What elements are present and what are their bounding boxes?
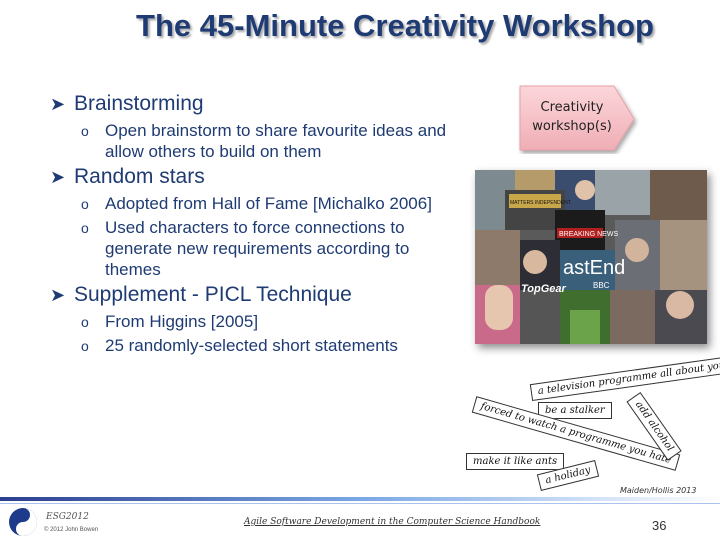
footer-title: Agile Software Development in the Comput… xyxy=(244,517,541,527)
bullet-label: Supplement - PICL Technique xyxy=(74,283,352,306)
statement-strip: be a stalker xyxy=(538,402,612,419)
sub-bullet: o Used characters to force connections t… xyxy=(81,217,450,280)
conference-label: ESG2012 xyxy=(46,512,89,522)
slide-title: The 45-Minute Creativity Workshop xyxy=(136,8,654,43)
circle-bullet-icon: o xyxy=(81,314,89,330)
collage-picture: BREAKING NEWS astEnd TopGear BBC MATTERS… xyxy=(475,170,707,344)
sub-bullet-text: Used characters to force connections to … xyxy=(105,218,410,279)
sub-bullet-text: Open brainstorm to share favourite ideas… xyxy=(105,121,447,161)
sub-bullet: o Open brainstorm to share favourite ide… xyxy=(81,120,450,162)
circle-bullet-icon: o xyxy=(81,338,89,354)
bullet-supplement: ➤ Supplement - PICL Technique xyxy=(50,283,450,307)
copyright-text: © 2012 John Bowen xyxy=(44,527,99,533)
bullet-brainstorming: ➤ Brainstorming xyxy=(50,92,450,116)
page-number: 36 xyxy=(652,518,667,533)
circle-bullet-icon: o xyxy=(81,196,89,212)
bullet-label: Random stars xyxy=(74,165,205,188)
arrow-bullet-icon: ➤ xyxy=(50,94,66,114)
callout-line-2: workshop(s) xyxy=(532,119,612,134)
arrow-bullet-icon: ➤ xyxy=(50,167,66,187)
circle-bullet-icon: o xyxy=(81,123,89,139)
statement-strip: a television programme all about you xyxy=(529,355,720,402)
eastenders-text: astEnd xyxy=(563,257,625,279)
pentagon-arrow-shape xyxy=(519,85,635,151)
bbc-text: BBC xyxy=(593,281,610,290)
breaking-news-text: BREAKING NEWS xyxy=(559,231,618,238)
sub-bullet-text: From Higgins [2005] xyxy=(105,312,259,331)
bullet-list: ➤ Brainstorming o Open brainstorm to sha… xyxy=(50,92,450,359)
arrow-bullet-icon: ➤ xyxy=(50,285,66,305)
sub-bullet-text: Adopted from Hall of Fame [Michalko 2006… xyxy=(105,194,432,213)
callout-line-1: Creativity xyxy=(540,100,604,115)
bullet-random-stars: ➤ Random stars xyxy=(50,165,450,189)
sub-bullet-text: 25 randomly-selected short statements xyxy=(105,336,398,355)
creativity-workshop-callout: Creativity workshop(s) xyxy=(518,84,640,154)
topgear-text: TopGear xyxy=(521,283,567,295)
statement-strip: make it like ants xyxy=(466,453,565,470)
callout-text: Creativity workshop(s) xyxy=(518,98,626,136)
footer-divider xyxy=(0,497,720,501)
sub-bullet: o From Higgins [2005] xyxy=(81,311,450,332)
image-credit: Maiden/Hollis 2013 xyxy=(620,486,697,495)
circle-bullet-icon: o xyxy=(81,220,89,236)
sub-bullet: o Adopted from Hall of Fame [Michalko 20… xyxy=(81,193,450,214)
independent-text: MATTERS INDEPENDENT xyxy=(510,200,571,206)
sub-bullet: o 25 randomly-selected short statements xyxy=(81,335,450,356)
bullet-label: Brainstorming xyxy=(74,92,204,115)
footer-divider-thin xyxy=(0,503,720,504)
yin-yang-logo-icon xyxy=(8,507,38,537)
tv-collage-image: BREAKING NEWS astEnd TopGear BBC MATTERS… xyxy=(475,170,707,344)
